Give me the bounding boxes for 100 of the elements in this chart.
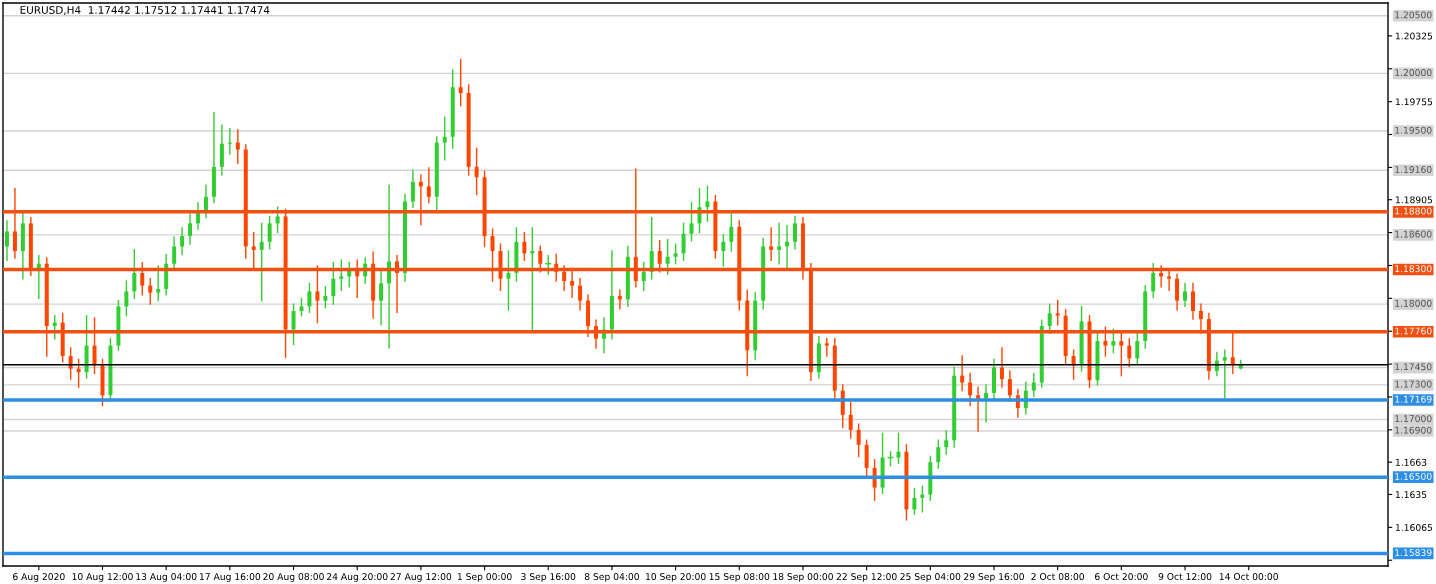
y-tick-label: 1.20325 — [1395, 32, 1433, 40]
ref-line-label: 1.16900 — [1395, 426, 1432, 434]
candlestick — [315, 265, 320, 324]
ref-line-label: 1.19160 — [1395, 166, 1432, 173]
ref-line-label: 1.17169 — [1395, 395, 1432, 403]
candlestick — [339, 259, 344, 291]
x-tick-label: 17 Aug 16:00 — [199, 573, 261, 582]
candlestick — [188, 213, 193, 245]
x-tick-label: 1 Sep 00:00 — [457, 573, 512, 582]
candlestick — [426, 167, 431, 204]
candlestick — [562, 265, 567, 291]
candlestick — [4, 220, 9, 261]
candlestick — [12, 188, 17, 259]
x-tick-label: 9 Oct 12:00 — [1158, 573, 1212, 581]
candlestick — [848, 401, 853, 439]
candlestick — [140, 261, 145, 296]
x-tick-label: 10 Aug 12:00 — [72, 573, 133, 582]
x-tick-label: 25 Sep 04:00 — [900, 573, 961, 582]
ref-line-label: 1.17000 — [1395, 415, 1432, 423]
candlestick — [665, 238, 670, 275]
candlestick — [235, 129, 240, 165]
candlestick — [132, 249, 137, 300]
ref-line-label: 1.19500 — [1395, 126, 1432, 134]
candlestick — [1167, 268, 1172, 291]
candlestick — [864, 439, 869, 478]
candlestick — [1119, 331, 1124, 377]
candlestick — [681, 222, 686, 261]
x-tick-label: 10 Sep 20:00 — [646, 573, 706, 582]
candlestick — [458, 58, 463, 107]
x-tick-label: 15 Sep 08:00 — [709, 573, 770, 582]
candlestick — [1111, 328, 1116, 354]
x-tick-label: 20 Aug 08:00 — [263, 573, 324, 582]
ref-line-label: 1.18000 — [1395, 299, 1432, 307]
candlestick — [1127, 338, 1132, 368]
candlestick — [793, 215, 797, 250]
candlestick — [1135, 332, 1140, 365]
y-tick-label: 1.1663 — [1395, 458, 1427, 466]
candlestick — [1222, 349, 1227, 399]
candlestick — [960, 355, 965, 392]
candlestick — [172, 236, 177, 271]
candlestick — [180, 227, 185, 256]
candlestick — [912, 488, 917, 515]
ref-line-label: 1.17300 — [1395, 380, 1432, 388]
candlestick — [259, 222, 264, 302]
x-tick-label: 27 Aug 12:00 — [390, 573, 452, 582]
candlestick — [1103, 326, 1108, 357]
candlestick — [936, 439, 941, 469]
candlestick — [506, 250, 511, 311]
x-tick-label: 13 Aug 04:00 — [136, 573, 197, 582]
y-tick-label: 1.19755 — [1395, 98, 1433, 106]
ref-line-label: 1.16500 — [1395, 472, 1432, 480]
candlestick — [490, 228, 495, 282]
candlestick — [251, 231, 256, 271]
candlestick — [705, 185, 710, 222]
candlestick — [689, 201, 694, 242]
ref-line-label: 1.18300 — [1395, 265, 1432, 273]
candlestick — [896, 432, 901, 465]
candlestick — [999, 347, 1004, 388]
ref-line-label: 1.17760 — [1395, 327, 1432, 335]
candlestick — [331, 261, 336, 305]
x-tick-label: 8 Sep 04:00 — [584, 573, 639, 582]
candlestick — [379, 271, 384, 326]
y-tick-label: 1.18905 — [1395, 196, 1433, 204]
candlestick — [777, 222, 782, 265]
candlestick — [156, 265, 161, 302]
x-tick-label: 24 Aug 20:00 — [326, 573, 388, 582]
candlestick — [856, 423, 861, 458]
ref-line-label: 1.18600 — [1395, 230, 1432, 238]
candlestick — [1031, 372, 1036, 398]
candlestick — [657, 239, 662, 273]
candlestick — [275, 206, 280, 234]
candlestick — [148, 278, 153, 305]
chart-title: EURUSD,H4 1.17442 1.17512 1.17441 1.17474 — [20, 6, 270, 15]
candlestick — [1183, 282, 1188, 308]
candlestick — [68, 347, 73, 380]
candlestick — [267, 215, 272, 250]
candlestick — [769, 227, 774, 261]
candlestick — [570, 271, 575, 298]
candlestick — [291, 303, 296, 346]
candlestick — [578, 278, 583, 311]
candlestick — [729, 213, 734, 252]
candlestick — [124, 280, 129, 317]
candlestick — [92, 317, 97, 375]
y-tick-label: 1.16065 — [1395, 524, 1433, 531]
candlestick — [824, 338, 829, 357]
candlestick — [968, 372, 973, 407]
candlestick — [641, 261, 646, 291]
candlestick — [944, 430, 949, 455]
candlestick — [545, 254, 552, 275]
candlestick — [1055, 299, 1060, 326]
x-tick-label: 3 Sep 16:00 — [521, 573, 576, 582]
candlestick — [410, 169, 415, 208]
candlestick — [920, 485, 925, 513]
x-tick-label: 22 Sep 12:00 — [836, 573, 897, 582]
ref-line-label: 1.17450 — [1395, 363, 1432, 371]
candlestick — [1191, 282, 1195, 320]
candlestick — [1175, 273, 1180, 311]
ref-line-label: 1.15839 — [1395, 549, 1432, 557]
x-tick-label: 6 Aug 2020 — [13, 573, 65, 582]
x-tick-label: 2 Oct 08:00 — [1031, 573, 1085, 581]
